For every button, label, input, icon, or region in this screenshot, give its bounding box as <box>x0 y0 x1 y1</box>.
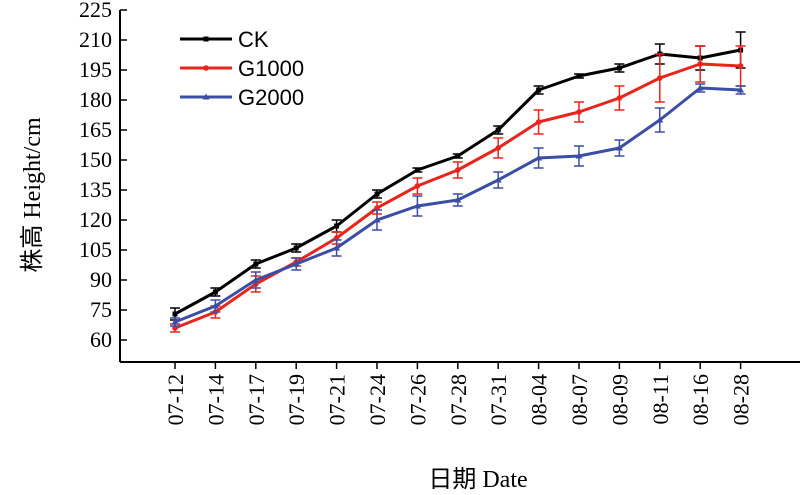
data-point <box>455 153 461 159</box>
data-point <box>535 119 542 125</box>
x-tick-label: 08-09 <box>607 374 632 425</box>
y-tick-label: 120 <box>79 207 112 232</box>
x-tick-label: 08-11 <box>648 374 673 425</box>
data-point <box>454 196 462 203</box>
x-tick-label: 08-07 <box>567 374 592 425</box>
data-point <box>333 244 341 251</box>
data-point <box>696 84 704 91</box>
y-tick-label: 195 <box>79 57 112 82</box>
x-tick-label: 08-28 <box>729 374 754 425</box>
data-point <box>293 245 299 251</box>
x-tick-label: 07-31 <box>486 374 511 425</box>
x-tick-label: 08-16 <box>688 374 713 425</box>
data-point <box>737 86 745 93</box>
data-point <box>414 183 421 189</box>
legend-item-g2000: G2000 <box>180 85 304 110</box>
y-axis: 60 75 90 105 120 135 150 165 180 195 210 225 <box>79 0 127 362</box>
x-tick-label: 07-14 <box>203 374 228 425</box>
x-tick-label: 07-17 <box>244 374 269 425</box>
y-tick-label: 75 <box>90 297 112 322</box>
data-point <box>172 311 178 317</box>
data-point <box>495 145 502 151</box>
data-point <box>334 223 340 229</box>
data-point <box>657 75 663 81</box>
data-point <box>212 289 218 295</box>
data-point <box>616 65 622 71</box>
data-point <box>253 261 259 267</box>
y-tick-label: 135 <box>79 177 112 202</box>
data-point <box>413 202 421 209</box>
x-tick-label: 07-24 <box>365 374 390 425</box>
data-point <box>455 167 461 173</box>
data-point <box>615 144 623 151</box>
y-tick-label: 90 <box>90 267 112 292</box>
y-tick-label: 105 <box>79 237 112 262</box>
data-point <box>656 116 664 123</box>
y-tick-label: 225 <box>79 0 112 22</box>
x-tick-label: 07-21 <box>325 374 350 425</box>
data-point <box>575 152 583 159</box>
legend-label: CK <box>238 27 269 52</box>
data-point <box>697 61 703 67</box>
series-g2000 <box>170 83 746 327</box>
data-point <box>495 127 501 133</box>
data-point <box>737 63 744 69</box>
data-point <box>211 302 219 309</box>
y-axis-title: 株高 Height/cm <box>19 117 46 273</box>
y-tick-label: 180 <box>79 87 112 112</box>
x-axis: 07-12 07-14 07-17 07-19 07-21 07-24 07-26 07-28… <box>120 361 800 425</box>
plot-series <box>170 31 746 333</box>
y-tick-label: 60 <box>90 327 112 352</box>
data-point <box>252 276 260 283</box>
x-tick-label: 07-26 <box>405 374 430 425</box>
data-point <box>171 318 179 325</box>
data-point <box>576 109 582 115</box>
legend-marker <box>203 65 209 71</box>
y-tick-label: 165 <box>79 117 112 142</box>
data-point <box>616 95 623 101</box>
x-tick-label: 08-04 <box>527 374 552 425</box>
y-tick-label: 150 <box>79 147 112 172</box>
x-tick-label: 07-12 <box>163 374 188 425</box>
legend-item-g1000: G1000 <box>180 56 304 81</box>
data-point <box>374 191 380 197</box>
data-point <box>535 154 543 161</box>
legend: CK G1000 G2000 <box>180 27 304 110</box>
legend-label: G1000 <box>238 56 304 81</box>
x-tick-label: 07-28 <box>446 374 471 425</box>
legend-marker <box>202 93 210 100</box>
data-point <box>292 260 300 267</box>
x-axis-title: 日期 Date <box>428 467 527 493</box>
data-point <box>414 167 420 173</box>
x-tick-label: 07-19 <box>284 374 309 425</box>
data-point <box>373 216 381 223</box>
data-point <box>494 176 502 183</box>
legend-item-ck: CK <box>180 27 269 52</box>
legend-marker <box>203 36 209 42</box>
y-tick-label: 210 <box>79 27 112 52</box>
series-g1000 <box>170 45 746 333</box>
data-point <box>576 73 582 79</box>
legend-label: G2000 <box>238 85 304 110</box>
data-point <box>536 87 542 93</box>
